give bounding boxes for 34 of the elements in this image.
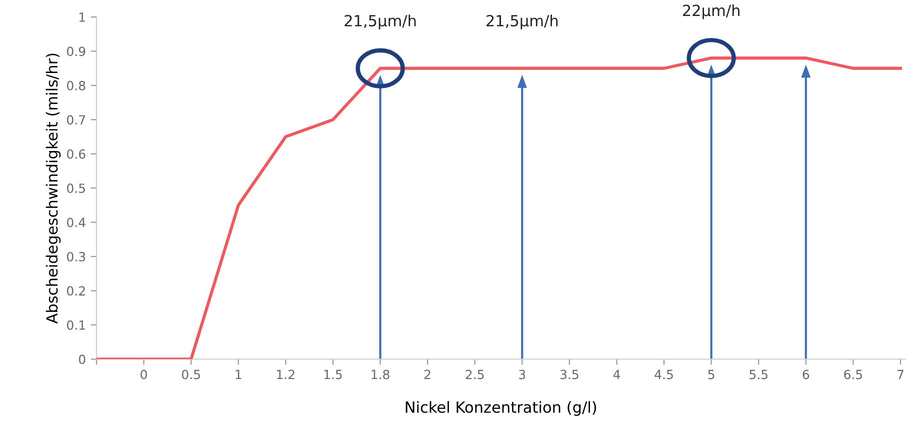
annotation: 21,5µm/h [486, 14, 558, 30]
x-tick-label: 6 [802, 370, 810, 380]
y-tick-label: 0.4 [67, 218, 86, 228]
y-tick-label: 0.2 [67, 286, 85, 296]
x-tick-label: 4.5 [654, 370, 673, 380]
y-tick-label: 0.3 [67, 252, 86, 262]
x-tick-label: 5.5 [750, 370, 768, 380]
x-tick-label: 5 [708, 370, 714, 380]
y-tick-label: 1 [80, 12, 85, 22]
x-tick-label: 3.5 [560, 370, 578, 380]
y-tick-label: 0 [78, 354, 86, 364]
x-tick-label: 1.5 [324, 370, 342, 380]
x-tick-label: 3 [519, 370, 526, 380]
y-tick-label: 0.6 [67, 149, 86, 159]
x-axis-title: Nickel Konzentration (g/l) [406, 401, 596, 416]
y-tick-label: 0.9 [67, 46, 86, 56]
x-tick-label: 1.8 [372, 370, 390, 380]
x-tick-label: 0.5 [182, 370, 200, 380]
y-tick-label: 0.7 [67, 115, 86, 125]
annotation: 21,5µm/h [344, 14, 416, 30]
x-tick-label: 7 [898, 370, 904, 380]
line-series [96, 56, 902, 360]
x-tick-label: 1 [236, 370, 242, 380]
y-axis-title: Abscheidegeschwindigkeit (mils/hr) [46, 54, 61, 324]
x-tick-label: 1.2 [277, 370, 294, 380]
x-tick-label: 0 [140, 370, 147, 380]
y-tick-label: 0.5 [67, 184, 85, 193]
annotation: 22µm/h [682, 4, 740, 20]
y-tick-label: 0.8 [67, 80, 86, 90]
y-tick-label: 0.1 [67, 320, 85, 330]
x-tick-label: 2 [424, 370, 430, 380]
x-tick-label: 2.5 [466, 370, 484, 380]
x-tick-label: 6.5 [844, 370, 862, 380]
x-tick-label: 4 [613, 370, 620, 380]
